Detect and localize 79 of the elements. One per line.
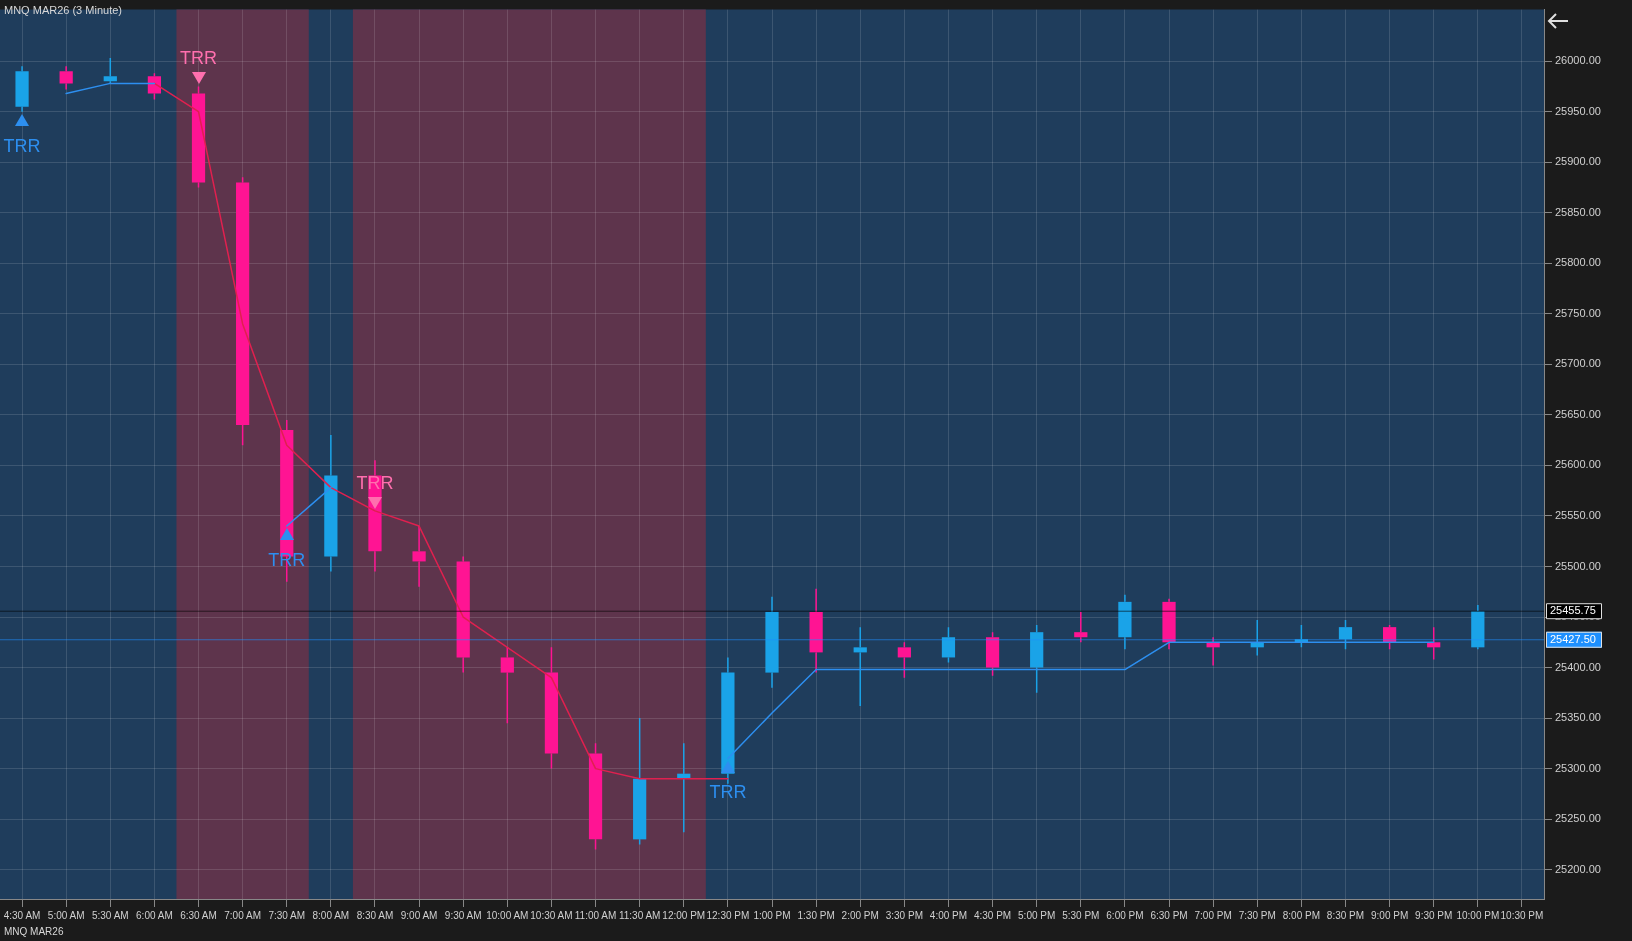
x-tick-label: 1:00 PM <box>753 909 791 921</box>
x-tick-label: 12:00 PM <box>662 909 706 921</box>
x-tick-label: 1:30 PM <box>797 909 835 921</box>
x-tick-label: 10:00 PM <box>1456 909 1500 921</box>
x-tick-label: 10:30 AM <box>530 909 573 921</box>
x-tick-label: 11:00 AM <box>574 909 617 921</box>
candlestick <box>809 587 823 674</box>
x-tick-label: 3:30 PM <box>885 909 923 921</box>
ref-line-label: 25427.50 <box>1550 632 1596 645</box>
y-tick-label: 26000.00 <box>1555 54 1601 67</box>
text: MNQ MAR26 <box>4 926 64 937</box>
candlestick <box>544 646 559 770</box>
y-tick-label: 25600.00 <box>1555 458 1601 471</box>
x-tick-label: 7:30 PM <box>1238 909 1276 921</box>
y-tick-label: 25550.00 <box>1555 508 1601 521</box>
candlestick <box>1118 594 1132 651</box>
x-tick-label: 11:30 AM <box>618 909 661 921</box>
candlestick <box>15 65 29 113</box>
y-tick-label: 25900.00 <box>1555 155 1601 168</box>
x-tick-label: 8:00 AM <box>312 909 350 921</box>
x-tick-label: 6:30 PM <box>1150 909 1188 921</box>
candlestick <box>1294 624 1308 649</box>
x-tick-label: 9:30 PM <box>1415 909 1453 921</box>
x-tick-label: 7:30 AM <box>268 909 306 921</box>
x-tick-label: 5:00 PM <box>1018 909 1056 921</box>
x-tick-label: 6:30 AM <box>180 909 217 921</box>
candlestick <box>853 626 867 707</box>
candlestick <box>59 65 73 91</box>
x-tick-label: 9:30 AM <box>444 909 482 921</box>
y-tick-label: 25800.00 <box>1555 256 1601 269</box>
y-tick-label: 25750.00 <box>1555 306 1601 319</box>
x-tick-label: 4:00 PM <box>929 909 968 921</box>
annotation: TRR <box>709 782 747 803</box>
candlestick <box>236 176 250 446</box>
candlestick <box>324 434 338 573</box>
x-tick-label: 8:30 PM <box>1326 909 1365 921</box>
x-tick-label: 4:30 AM <box>3 909 41 921</box>
ref-line-label: 25455.75 <box>1550 604 1596 617</box>
candlestick <box>103 57 117 85</box>
y-tick-label: 25250.00 <box>1555 812 1601 825</box>
x-tick-label: 8:00 PM <box>1282 909 1320 921</box>
annotation: TRR <box>3 135 41 156</box>
x-tick-label: 10:00 AM <box>486 909 529 921</box>
y-tick-label: 25950.00 <box>1555 104 1601 117</box>
chart-title: MNQ MAR26 (3 Minute) <box>4 4 122 16</box>
candlestick <box>412 525 426 588</box>
candlestick <box>765 596 779 689</box>
x-tick-label: 9:00 PM <box>1370 909 1409 921</box>
y-tick-label: 25850.00 <box>1555 205 1601 218</box>
y-tick-label: 25650.00 <box>1555 407 1601 420</box>
x-tick-label: 10:30 PM <box>1500 909 1544 921</box>
candlestick <box>588 742 603 851</box>
x-tick-label: 12:30 PM <box>706 909 750 921</box>
y-tick-label: 25500.00 <box>1555 559 1601 572</box>
x-tick-label: 8:30 AM <box>356 909 394 921</box>
y-tick-label: 25700.00 <box>1555 357 1601 370</box>
candlestick <box>1030 624 1044 694</box>
x-tick-label: 2:00 PM <box>841 909 879 921</box>
x-tick-label: 5:00 AM <box>47 909 85 921</box>
x-tick-label: 5:30 PM <box>1062 909 1100 921</box>
y-tick-label: 25350.00 <box>1555 711 1601 724</box>
candlestick <box>1162 598 1176 651</box>
x-tick-label: 7:00 PM <box>1194 909 1232 921</box>
candlestick <box>897 641 911 679</box>
x-tick-label: 6:00 PM <box>1106 909 1144 921</box>
candlestick <box>1471 604 1485 651</box>
y-tick-label: 25400.00 <box>1555 660 1601 673</box>
annotation: TRR <box>180 48 218 69</box>
x-tick-label: 7:00 AM <box>224 909 261 921</box>
candlestick <box>633 717 647 846</box>
candlestick <box>456 555 470 674</box>
y-tick-label: 25200.00 <box>1555 862 1601 875</box>
x-tick-label: 5:30 AM <box>91 909 129 921</box>
candlestick <box>1074 611 1088 644</box>
candlestick <box>500 646 514 724</box>
x-tick-label: 9:00 AM <box>400 909 438 921</box>
x-tick-label: 6:00 AM <box>136 909 173 921</box>
x-tick-label: 4:30 PM <box>973 909 1012 921</box>
y-tick-label: 25300.00 <box>1555 761 1601 774</box>
